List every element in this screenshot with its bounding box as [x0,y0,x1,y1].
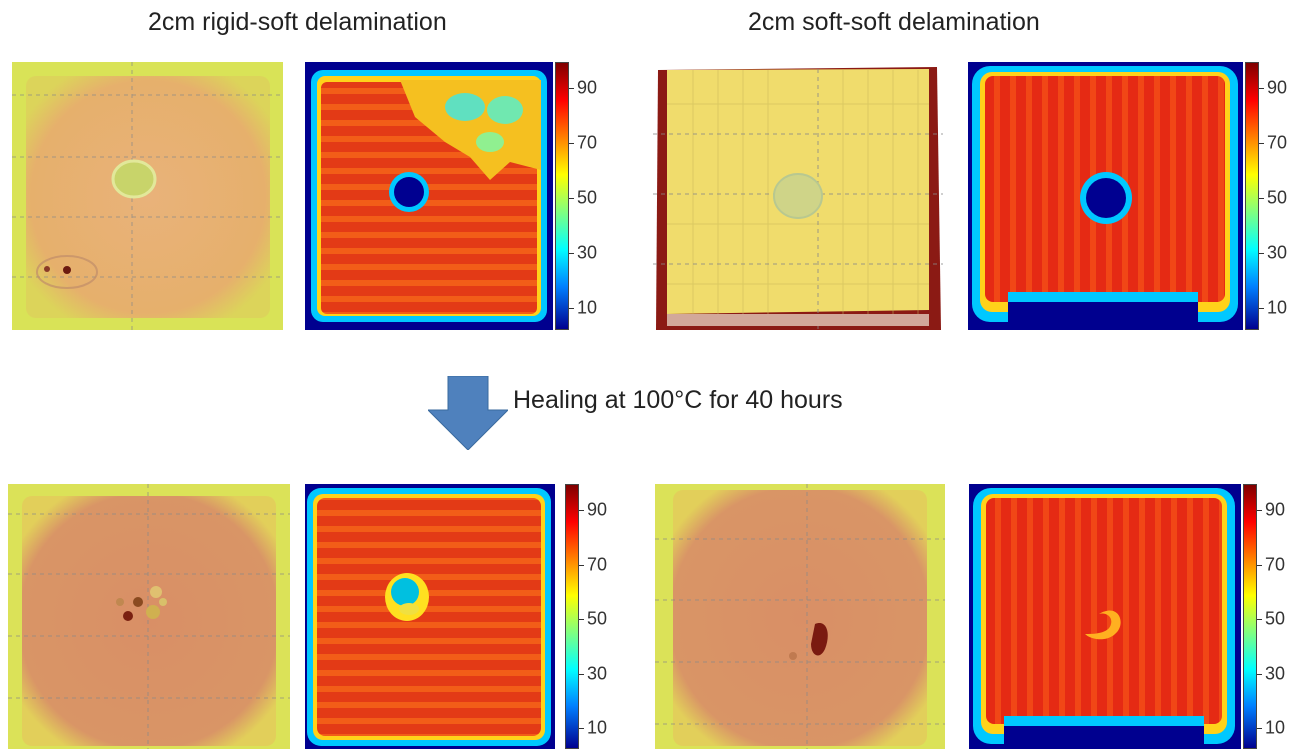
optical-rigid-soft-before [12,62,283,330]
colorbar-tick: 10 [587,717,608,738]
colorbar-tick: 10 [1267,297,1288,318]
colorbar-tick: 50 [1265,608,1286,629]
colorbar-tick: 30 [587,663,608,684]
colorbar-tick: 50 [577,187,598,208]
heatmap-soft-soft-before [968,62,1243,330]
title-soft-soft: 2cm soft-soft delamination [748,8,1040,36]
colorbar-top-left: 90 70 50 30 10 [555,62,600,330]
colorbar-tick: 30 [577,242,598,263]
colorbar-bottom-right: 90 70 50 30 10 [1243,484,1288,749]
colorbar-tick: 90 [587,499,608,520]
colorbar-gradient [565,484,579,749]
heatmap-rigid-soft-before [305,62,553,330]
colorbar-bottom-left: 90 70 50 30 10 [565,484,610,749]
colorbar-tick: 10 [1265,717,1286,738]
optical-soft-soft-after [655,484,945,749]
colorbar-tick: 90 [1265,499,1286,520]
title-rigid-soft: 2cm rigid-soft delamination [148,8,447,36]
colorbar-gradient [1243,484,1257,749]
colorbar-tick: 70 [1267,132,1288,153]
down-arrow-icon [426,375,510,455]
optical-soft-soft-before [653,64,943,332]
colorbar-tick: 30 [1265,663,1286,684]
colorbar-tick: 10 [577,297,598,318]
colorbar-tick: 50 [1267,187,1288,208]
colorbar-tick: 90 [577,77,598,98]
colorbar-tick: 90 [1267,77,1288,98]
colorbar-gradient [1245,62,1259,330]
heatmap-soft-soft-after [969,484,1241,749]
optical-rigid-soft-after [8,484,290,749]
colorbar-tick: 70 [587,554,608,575]
colorbar-tick: 70 [577,132,598,153]
colorbar-tick: 30 [1267,242,1288,263]
heatmap-rigid-soft-after [305,484,555,749]
healing-label: Healing at 100°C for 40 hours [513,386,843,414]
colorbar-tick: 70 [1265,554,1286,575]
colorbar-gradient [555,62,569,330]
colorbar-top-right: 90 70 50 30 10 [1245,62,1290,330]
colorbar-tick: 50 [587,608,608,629]
